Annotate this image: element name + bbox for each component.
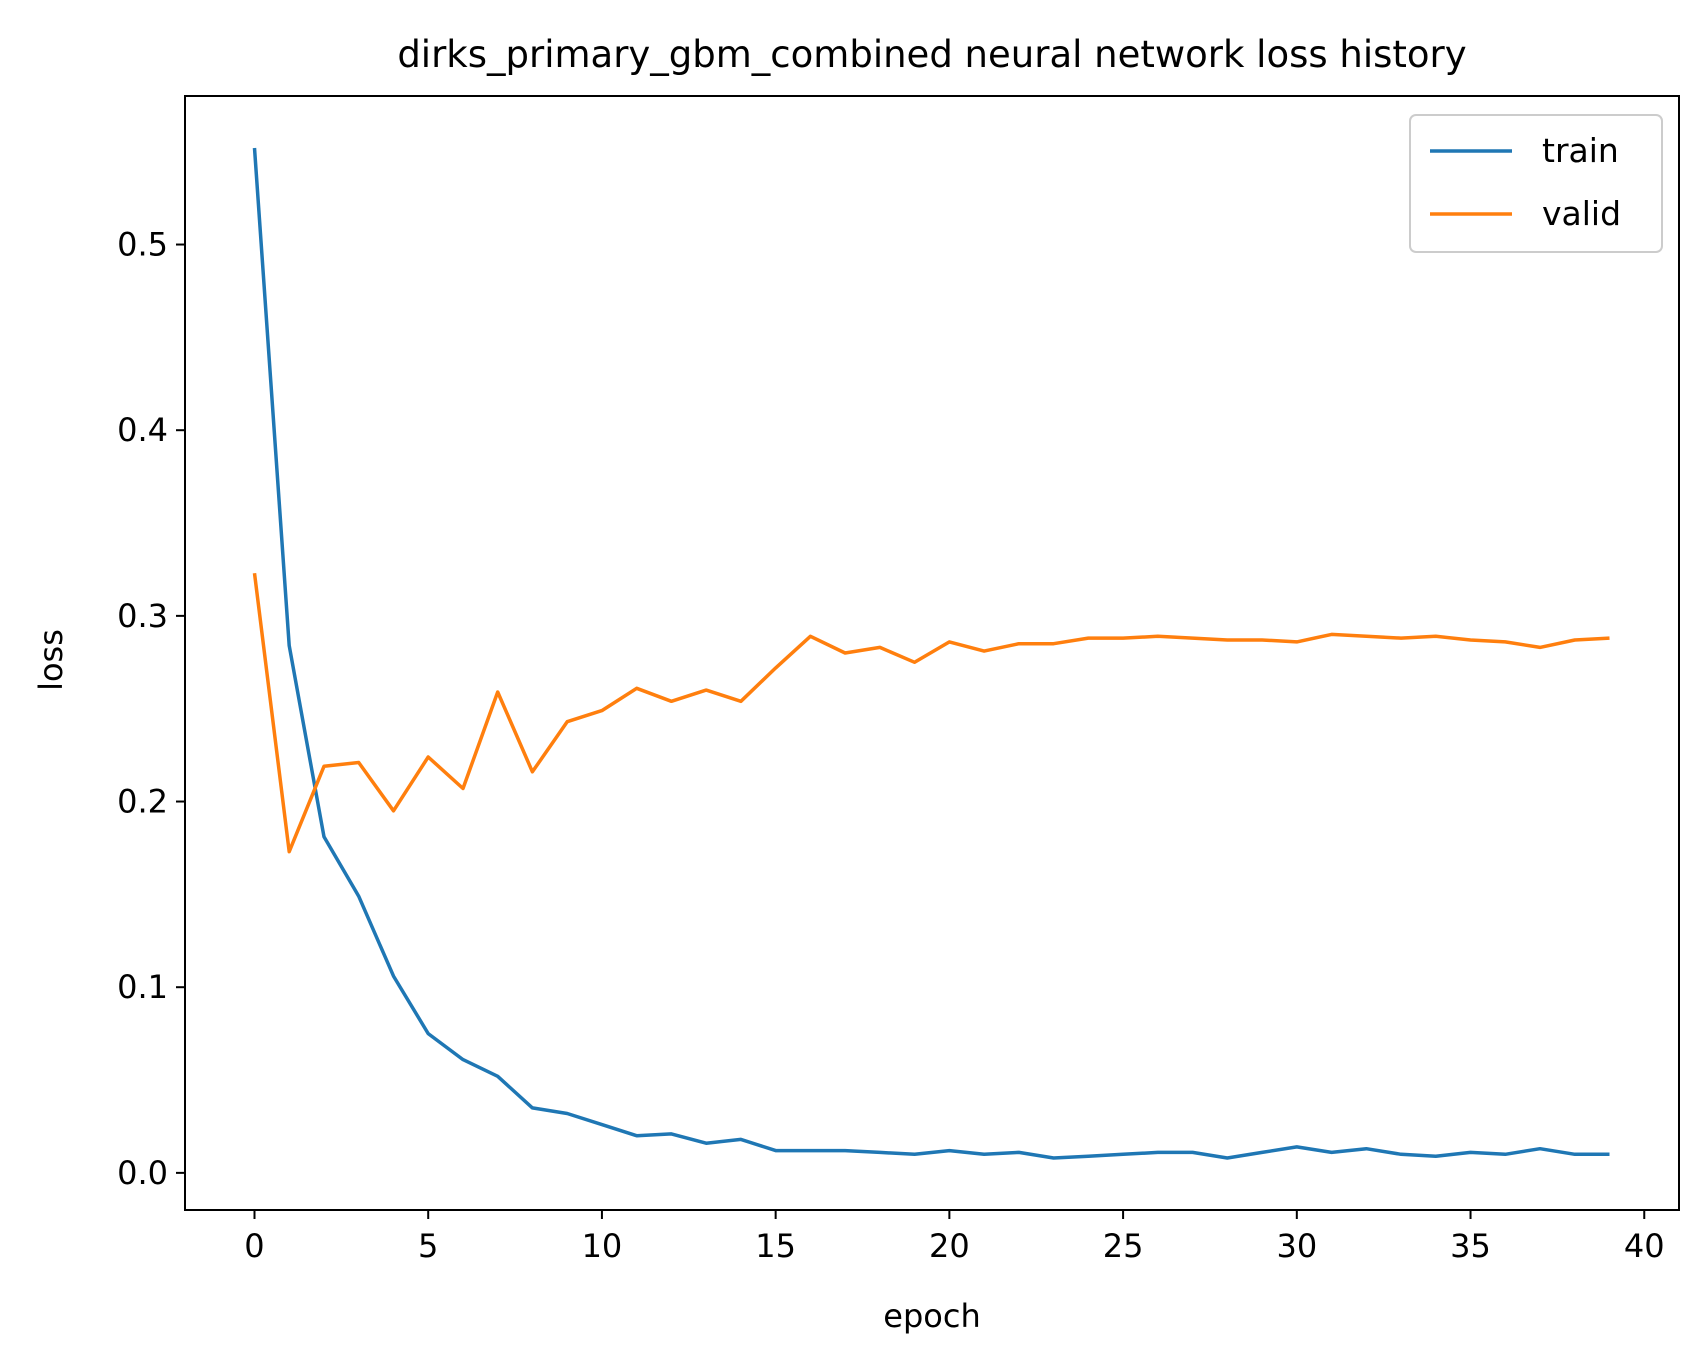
series-lines (252, 147, 1610, 1160)
legend: train valid (1409, 114, 1663, 253)
x-axis-label: epoch (883, 1297, 980, 1335)
series-line-train (252, 147, 1610, 1160)
x-tick-label: 10 (582, 1227, 623, 1265)
y-tick-label: 0.4 (117, 411, 168, 449)
y-axis-label: loss (32, 629, 70, 691)
x-tick-label: 35 (1450, 1227, 1491, 1265)
series-line-valid (252, 572, 1610, 854)
x-axis-ticks: 0 5 10 15 20 25 30 35 40 (244, 1210, 1665, 1265)
x-tick-label: 5 (418, 1227, 438, 1265)
y-tick-label: 0.1 (117, 968, 168, 1006)
y-axis-ticks: 0.0 0.1 0.2 0.3 0.4 0.5 (117, 226, 185, 1192)
x-tick-label: 25 (1103, 1227, 1144, 1265)
chart-title: dirks_primary_gbm_combined neural networ… (397, 33, 1466, 76)
x-tick-label: 15 (755, 1227, 796, 1265)
x-tick-label: 30 (1276, 1227, 1317, 1265)
y-tick-label: 0.0 (117, 1154, 168, 1192)
x-tick-label: 0 (244, 1227, 264, 1265)
legend-train-label: train (1542, 131, 1619, 170)
y-tick-label: 0.5 (117, 226, 168, 264)
legend-valid-label: valid (1542, 194, 1621, 233)
y-tick-label: 0.2 (117, 783, 168, 821)
legend-box (1409, 114, 1663, 253)
x-tick-label: 20 (929, 1227, 970, 1265)
x-tick-label: 40 (1624, 1227, 1665, 1265)
y-tick-label: 0.3 (117, 597, 168, 635)
plot-frame (184, 95, 1680, 1211)
